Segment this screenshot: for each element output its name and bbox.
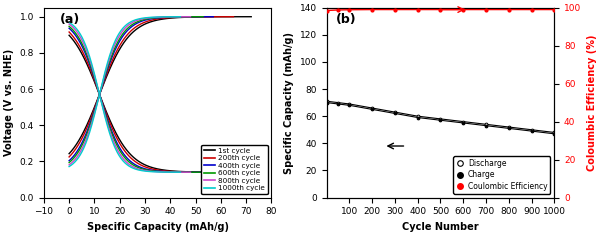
Y-axis label: Voltage (V vs. NHE): Voltage (V vs. NHE) [4, 49, 14, 156]
Text: (a): (a) [59, 13, 80, 26]
X-axis label: Specific Capacity (mAh/g): Specific Capacity (mAh/g) [87, 222, 228, 232]
Y-axis label: Coloumbic Efficiency (%): Coloumbic Efficiency (%) [587, 34, 597, 171]
Y-axis label: Specific Capacity (mAh/g): Specific Capacity (mAh/g) [284, 32, 294, 174]
X-axis label: Cycle Number: Cycle Number [402, 222, 479, 232]
Legend: Discharge, Charge, Coulombic Efficiency: Discharge, Charge, Coulombic Efficiency [453, 156, 551, 194]
Legend: 1st cycle, 200th cycle, 400th cycle, 600th cycle, 800th cycle, 1000th cycle: 1st cycle, 200th cycle, 400th cycle, 600… [201, 145, 268, 194]
Text: (b): (b) [336, 13, 356, 26]
